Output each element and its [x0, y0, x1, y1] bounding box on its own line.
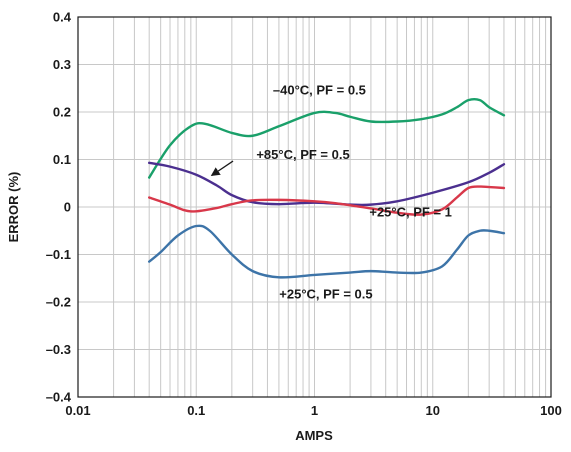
tick-labels: 0.01 0.1 1 10 100 0.4 0.3 0.2 0.1 0 –0.1 –0.2 –0.3 –0…	[46, 10, 562, 419]
y-tick-label: 0.1	[53, 152, 71, 167]
curve-label-minus40c-pf05: –40°C, PF = 0.5	[273, 82, 366, 97]
x-tick-label: 1	[311, 403, 318, 418]
y-tick-label: 0.3	[53, 57, 71, 72]
y-axis-title: ERROR (%)	[6, 172, 21, 243]
x-tick-label: 10	[426, 403, 440, 418]
y-tick-label: –0.4	[46, 390, 72, 405]
curve-label-25c-pf05: +25°C, PF = 0.5	[279, 287, 372, 302]
series-line-85c-pf05	[147, 161, 506, 207]
y-tick-label: 0	[64, 200, 71, 215]
x-tick-label: 0.1	[187, 403, 205, 418]
plot-frame	[77, 16, 552, 398]
y-tick-label: –0.3	[46, 342, 71, 357]
y-tick-label: –0.2	[46, 295, 71, 310]
series-group	[147, 98, 506, 279]
annotations: –40°C, PF = 0.5 +85°C, PF = 0.5 +25°C, PF …	[210, 82, 452, 302]
series-line-minus40c-pf05	[147, 98, 506, 179]
annotation-arrow	[210, 160, 234, 177]
grid	[78, 17, 551, 397]
curve-label-25c-pf1: +25°C, PF = 1	[369, 205, 452, 220]
y-tick-label: 0.4	[53, 10, 72, 25]
curve-label-85c-pf05: +85°C, PF = 0.5	[256, 147, 349, 162]
series-line-25c-pf1	[147, 185, 506, 216]
x-axis-title: AMPS	[295, 428, 333, 443]
x-tick-label: 0.01	[65, 403, 90, 418]
y-tick-label: –0.1	[46, 247, 71, 262]
y-tick-label: 0.2	[53, 105, 71, 120]
series-line-25c-pf05	[147, 224, 506, 279]
x-tick-label: 100	[540, 403, 562, 418]
